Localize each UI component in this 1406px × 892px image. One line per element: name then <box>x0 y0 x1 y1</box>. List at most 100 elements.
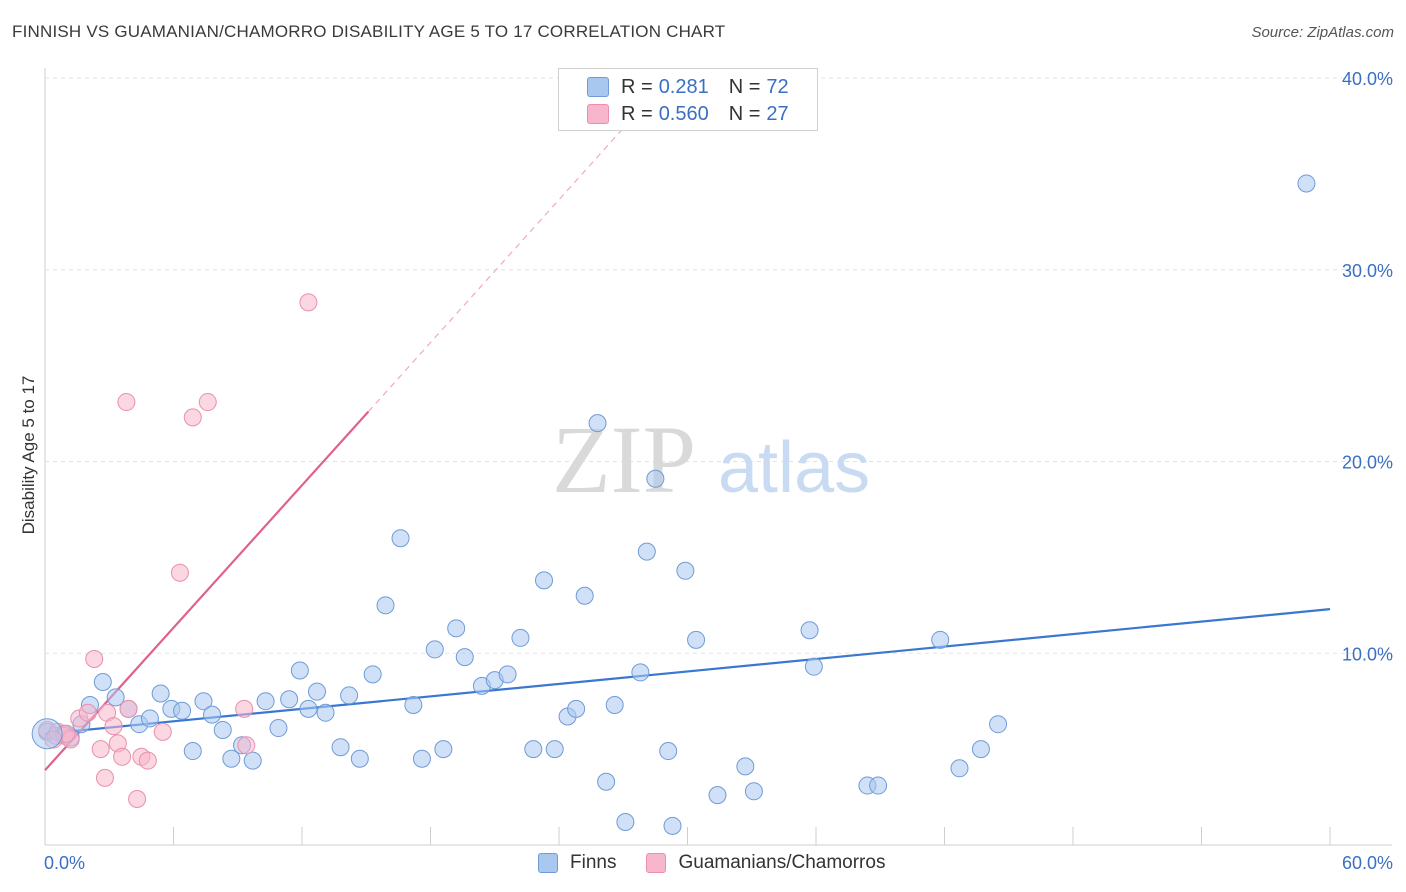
y-tick-label: 20.0% <box>1342 453 1393 473</box>
finns-point <box>931 630 950 649</box>
finns-point <box>524 740 543 759</box>
bottom-legend-label-finns: Finns <box>570 852 617 873</box>
finns-point <box>663 816 682 835</box>
guamanian-point <box>128 789 147 808</box>
finns-point <box>455 648 474 667</box>
finns-point <box>331 738 350 757</box>
guamanian-point <box>95 768 114 787</box>
finns-point <box>93 673 112 692</box>
data-points <box>31 174 1316 835</box>
finns-point <box>434 740 453 759</box>
finns-point <box>646 469 665 488</box>
finns-point <box>363 665 382 684</box>
legend-swatch-guamanians <box>587 104 609 124</box>
finns-point <box>567 699 586 718</box>
finns-point <box>575 586 594 605</box>
finns-point <box>194 692 213 711</box>
finns-point <box>290 661 309 680</box>
bottom-legend: Finns Guamanians/Chamorros <box>538 852 915 874</box>
finns-point <box>597 772 616 791</box>
watermark-zip: ZIP <box>552 406 696 513</box>
legend-n-label: N = <box>728 75 761 98</box>
finns-point <box>280 690 299 709</box>
bottom-legend-label-guamanians: Guamanians/Chamorros <box>678 852 886 873</box>
finns-point <box>307 682 326 701</box>
legend-r-value: 0.281 <box>658 75 709 98</box>
finns-point <box>605 696 624 715</box>
legend-swatch-finns <box>587 77 609 97</box>
finns-point <box>637 542 656 561</box>
guamanian-trend-extension <box>367 115 635 413</box>
finns-point <box>269 719 288 738</box>
y-tick-label: 10.0% <box>1342 644 1393 664</box>
finns-point <box>340 686 359 705</box>
guamanian-point <box>183 408 202 427</box>
legend-r-label: R = <box>621 102 653 125</box>
finns-point <box>391 529 410 548</box>
finns-point <box>676 561 695 580</box>
finns-point <box>511 628 530 647</box>
source-label: Source: ZipAtlas.com <box>1251 24 1394 41</box>
guamanian-point <box>104 717 123 736</box>
finns-point <box>804 657 823 676</box>
finns-point <box>256 692 275 711</box>
finns-point <box>243 751 262 770</box>
legend-n-value: 72 <box>766 75 789 98</box>
legend-row-finns: R = 0.281 N = 72 <box>587 76 789 98</box>
chart-title: FINNISH VS GUAMANIAN/CHAMORRO DISABILITY… <box>12 22 726 41</box>
guamanian-point <box>138 751 157 770</box>
x-tick-label: 60.0% <box>1342 853 1393 873</box>
watermark-atlas: atlas <box>718 428 870 508</box>
finns-point <box>412 749 431 768</box>
legend-row-guamanians: R = 0.560 N = 27 <box>587 103 789 125</box>
guamanian-point <box>91 740 110 759</box>
finns-point <box>535 571 554 590</box>
y-tick-label: 40.0% <box>1342 69 1393 89</box>
finns-point <box>616 812 635 831</box>
finns-point <box>140 709 159 728</box>
guamanian-point <box>237 736 256 755</box>
finns-point <box>588 414 607 433</box>
finns-point <box>498 665 517 684</box>
axes <box>44 68 1392 846</box>
legend: R = 0.281 N = 72 R = 0.560 N = 27 <box>558 68 818 131</box>
finns-point <box>350 749 369 768</box>
guamanian-point <box>170 563 189 582</box>
guamanian-point <box>299 293 318 312</box>
finns-point <box>950 759 969 778</box>
tick-labels: 10.0% 20.0% 30.0% 40.0% 0.0% 60.0% <box>44 69 1393 873</box>
finns-point <box>687 630 706 649</box>
finns-point-cluster <box>31 718 63 750</box>
guamanian-point <box>153 722 172 741</box>
finns-point <box>736 757 755 776</box>
guamanian-point <box>117 393 136 412</box>
finns-trend-line <box>44 608 1331 735</box>
finns-point <box>447 619 466 638</box>
finns-point <box>173 701 192 720</box>
legend-r-label: R = <box>621 75 653 98</box>
grid-lines <box>45 77 1392 654</box>
finns-point <box>183 742 202 761</box>
finns-point <box>151 684 170 703</box>
finns-point <box>106 688 125 707</box>
finns-point <box>744 782 763 801</box>
y-tick-label: 30.0% <box>1342 261 1393 281</box>
finns-point <box>203 705 222 724</box>
finns-point <box>659 742 678 761</box>
bottom-legend-swatch-finns <box>538 853 558 873</box>
finns-point <box>425 640 444 659</box>
finns-point <box>222 749 241 768</box>
guamanian-point <box>235 699 254 718</box>
finns-point <box>213 720 232 739</box>
finns-point <box>376 596 395 615</box>
finns-point <box>869 776 888 795</box>
guamanian-point <box>113 747 132 766</box>
guamanian-point <box>119 699 138 718</box>
guamanian-point <box>198 393 217 412</box>
legend-r-value: 0.560 <box>658 102 709 125</box>
finns-point <box>545 740 564 759</box>
finns-point <box>989 715 1008 734</box>
bottom-legend-finns: Finns <box>538 852 616 874</box>
bottom-legend-guamanians: Guamanians/Chamorros <box>646 852 885 874</box>
